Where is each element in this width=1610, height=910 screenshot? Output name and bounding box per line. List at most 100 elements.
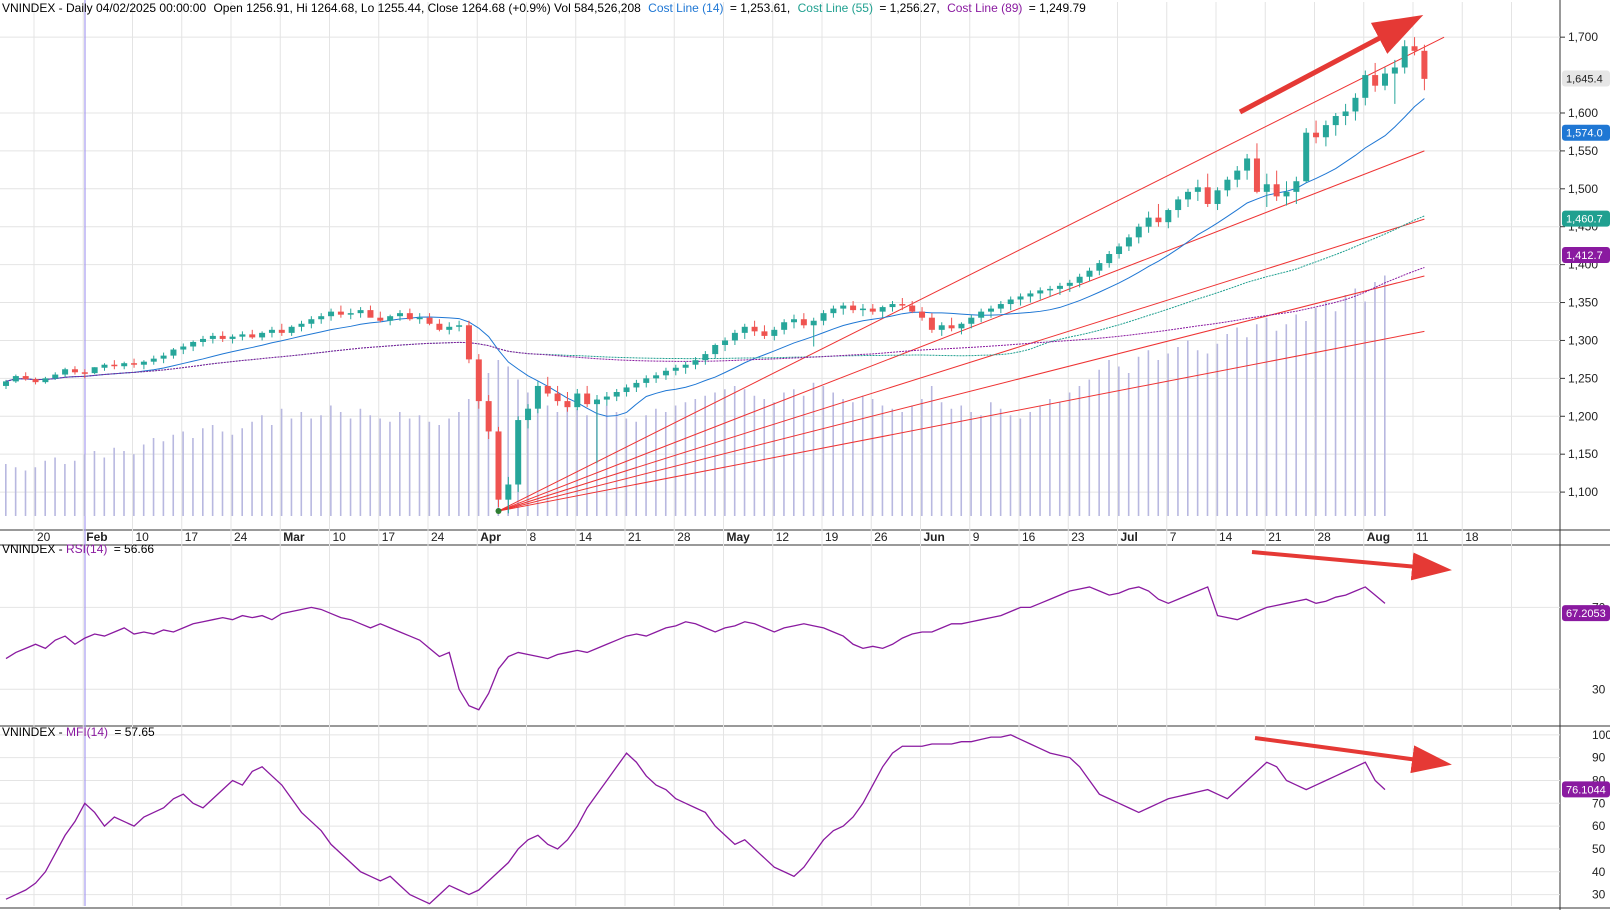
fan-line bbox=[498, 218, 1425, 512]
date-tick-label: 17 bbox=[382, 530, 396, 544]
candle-up bbox=[308, 319, 315, 324]
rsi-line bbox=[5, 586, 1386, 711]
candle-down bbox=[554, 393, 561, 402]
mfi-tick-label: 90 bbox=[1592, 751, 1606, 765]
volume-bar bbox=[871, 399, 874, 516]
candle-up bbox=[978, 311, 985, 318]
volume-bar bbox=[1354, 288, 1357, 516]
volume-bar bbox=[44, 460, 46, 516]
candle-up bbox=[653, 375, 660, 379]
rsi-tick-label: 30 bbox=[1592, 682, 1606, 696]
volume-bar bbox=[704, 395, 706, 516]
candle-up bbox=[505, 484, 512, 500]
candle-down bbox=[465, 325, 472, 360]
candle-up bbox=[1352, 97, 1359, 112]
candle-up bbox=[731, 332, 738, 341]
volume-bar bbox=[1265, 317, 1268, 516]
header-symbol: VNINDEX - Daily 04/02/2025 00:00:00 bbox=[2, 1, 206, 15]
candle-up bbox=[328, 311, 335, 317]
volume-bar bbox=[1236, 327, 1238, 516]
volume-bar bbox=[950, 408, 953, 516]
volume-bar bbox=[743, 389, 746, 516]
price-tick-label: 1,150 bbox=[1568, 447, 1598, 461]
candle-up bbox=[91, 367, 98, 374]
grid-layer bbox=[0, 0, 1560, 906]
header-cost89-value: = 1,249.79 bbox=[1029, 1, 1086, 15]
volume-bar bbox=[34, 467, 37, 516]
cost14-badge-bg bbox=[1562, 124, 1610, 141]
candle-up bbox=[1056, 285, 1063, 289]
candle-up bbox=[268, 329, 275, 333]
rsi-header-value: = 56.66 bbox=[114, 542, 155, 556]
price-tick-label: 1,500 bbox=[1568, 182, 1598, 196]
candle-up bbox=[722, 340, 729, 345]
volume-bar bbox=[940, 402, 943, 516]
mfi-header-name: VNINDEX - bbox=[2, 725, 66, 739]
candle-down bbox=[1411, 46, 1418, 51]
volume-bar bbox=[1177, 347, 1179, 516]
fan-line bbox=[498, 330, 1425, 512]
volume-bar bbox=[714, 392, 716, 516]
candle-down bbox=[1313, 132, 1320, 138]
candle-up bbox=[988, 308, 994, 312]
candle-up bbox=[1391, 67, 1398, 74]
date-tick-label: 9 bbox=[973, 530, 980, 544]
volume-bar bbox=[1029, 412, 1031, 516]
candle-up bbox=[121, 363, 128, 367]
candle-up bbox=[62, 369, 69, 375]
volume-bar bbox=[152, 438, 155, 516]
candle-up bbox=[170, 349, 177, 356]
volume-bar bbox=[1324, 301, 1327, 516]
volume-bar bbox=[566, 402, 569, 516]
candle-up bbox=[1096, 263, 1103, 271]
volume-bar bbox=[339, 412, 342, 516]
volume-bar bbox=[64, 464, 66, 516]
candle-up bbox=[190, 341, 197, 347]
main-header: VNINDEX - Daily 04/02/2025 00:00:00 Open… bbox=[2, 1, 1086, 15]
volume-bar bbox=[93, 451, 96, 516]
cost-lines bbox=[5, 98, 1425, 417]
candle-up bbox=[357, 310, 364, 314]
date-tick-label: 26 bbox=[874, 530, 888, 544]
volume-bar bbox=[1068, 392, 1071, 516]
volume-bar bbox=[310, 418, 312, 516]
candle-up bbox=[1283, 191, 1290, 197]
volume-bar bbox=[615, 412, 618, 516]
volume-bar bbox=[1157, 360, 1160, 516]
candle-down bbox=[249, 334, 256, 338]
candle-up bbox=[1244, 158, 1251, 171]
candle-down bbox=[1155, 217, 1162, 223]
candle-up bbox=[160, 355, 167, 359]
date-tick-label: 20 bbox=[37, 530, 51, 544]
volume-bar bbox=[1374, 282, 1376, 516]
volume-bar bbox=[536, 399, 539, 516]
candle-up bbox=[1135, 226, 1142, 238]
volume-bar bbox=[911, 405, 913, 516]
candle-down bbox=[869, 308, 876, 312]
cost-line-14 bbox=[5, 98, 1425, 417]
candle-up bbox=[387, 316, 394, 321]
candle-up bbox=[298, 323, 305, 327]
volume-bar bbox=[852, 402, 854, 516]
volume-bar bbox=[724, 389, 726, 516]
candle-up bbox=[859, 308, 866, 311]
candle-up bbox=[741, 326, 748, 333]
rsi-divergence-arrow bbox=[1251, 550, 1452, 581]
volume-bar bbox=[556, 412, 559, 516]
volume-bar bbox=[142, 444, 145, 516]
candle-down bbox=[495, 431, 502, 500]
candle-up bbox=[515, 420, 522, 485]
date-axis: 20 Feb 10 17 24 Mar 10 17 24 Apr 8 14 21 28 May 12 19 26 J… bbox=[37, 530, 1479, 544]
header-cost89-label: Cost Line (89) bbox=[947, 1, 1022, 15]
volume-bar bbox=[664, 412, 667, 516]
volume-bar bbox=[192, 438, 194, 516]
candle-up bbox=[209, 335, 216, 339]
candle-up bbox=[1214, 190, 1221, 204]
volume-bar bbox=[83, 454, 86, 516]
candle-up bbox=[1322, 125, 1329, 138]
candle-up bbox=[1007, 299, 1014, 305]
header-cost14-label: Cost Line (14) bbox=[648, 1, 723, 15]
candle-up bbox=[938, 325, 945, 330]
